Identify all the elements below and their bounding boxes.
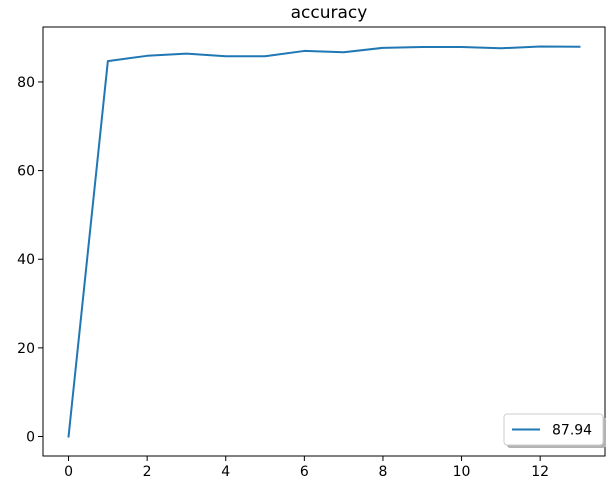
legend-box <box>503 413 604 446</box>
chart-title: accuracy <box>291 3 368 23</box>
y-tick-label: 40 <box>17 252 35 268</box>
y-tick-label: 20 <box>17 341 35 357</box>
x-tick-label: 0 <box>64 464 73 480</box>
legend-label: 87.94 <box>552 423 592 439</box>
y-tick-label: 80 <box>17 75 35 91</box>
series-line <box>67 45 581 438</box>
x-tick-label: 8 <box>378 464 387 480</box>
x-tick-label: 12 <box>531 464 549 480</box>
x-tick-label: 4 <box>221 464 230 480</box>
y-tick-label: 0 <box>26 430 35 446</box>
x-tick-label: 6 <box>300 464 309 480</box>
x-tick-label: 2 <box>143 464 152 480</box>
legend: 87.94 <box>503 413 606 448</box>
plot-frame <box>42 26 606 457</box>
x-tick-label: 10 <box>453 464 471 480</box>
y-tick-label: 60 <box>17 164 35 180</box>
